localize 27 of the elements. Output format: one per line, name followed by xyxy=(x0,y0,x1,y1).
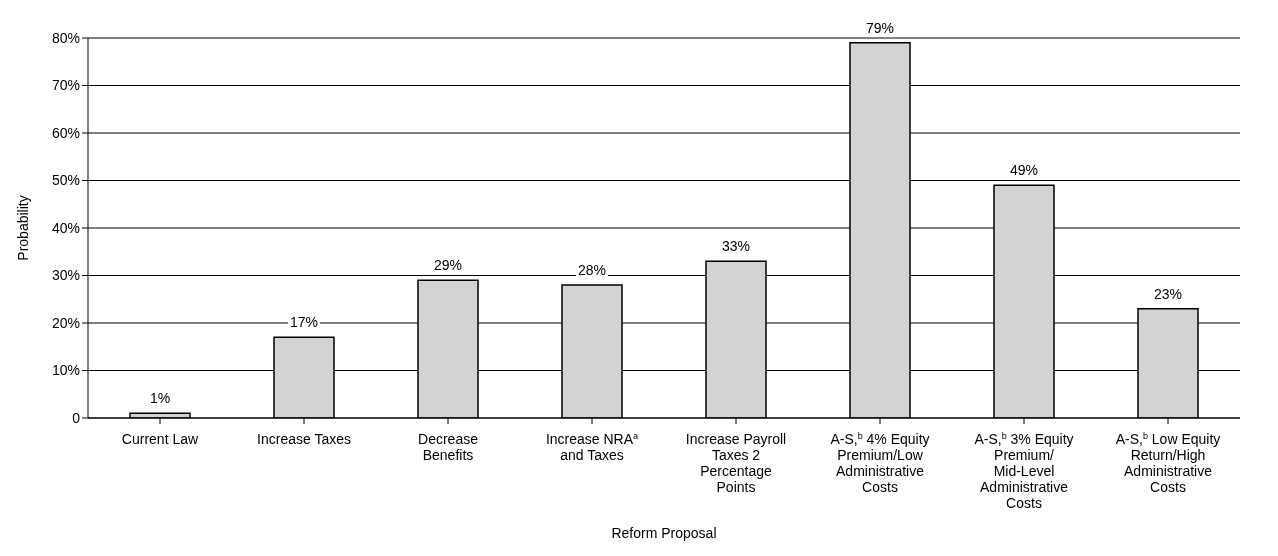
x-tick-label: Increase Payroll Taxes 2 Percentage Points xyxy=(685,431,787,495)
y-tick-label: 30% xyxy=(51,267,80,284)
data-label: 23% xyxy=(1153,285,1183,302)
y-tick-label: 70% xyxy=(51,77,80,94)
data-label: 49% xyxy=(1009,162,1039,179)
y-tick-label: 50% xyxy=(51,172,80,189)
x-tick-label: A-S,$^{b}$ Low Equity Return/High Administrative Costs xyxy=(1115,431,1221,495)
y-tick-label: 80% xyxy=(51,29,80,46)
data-label: 33% xyxy=(721,238,751,255)
y-tick-label: 60% xyxy=(51,124,80,141)
y-tick-label: 20% xyxy=(51,314,80,331)
data-label: 17% xyxy=(289,314,319,331)
x-tick-label: A-S,$^{b}$ 3% Equity Premium/ Mid-Level Administrative Costs xyxy=(974,431,1074,511)
x-tick-label: Decrease Benefits xyxy=(418,431,479,463)
y-tick-label: 0 xyxy=(72,409,81,426)
x-tick-label: Current Law xyxy=(121,431,200,447)
y-axis-title: Probability xyxy=(14,195,31,261)
data-label: 1% xyxy=(149,390,171,407)
data-label: 28% xyxy=(577,262,607,278)
x-axis-title: Reform Proposal xyxy=(611,525,717,541)
y-tick-label: 40% xyxy=(51,219,80,236)
x-tick-label: A-S,$^{b}$ 4% Equity Premium/Low Administrative Costs xyxy=(830,431,930,495)
x-tick-label: Increase Taxes xyxy=(257,431,351,447)
y-tick-label: 10% xyxy=(51,362,80,379)
data-label: 29% xyxy=(433,257,463,274)
category-label: Increase NRA$^{a}$ and Taxes xyxy=(545,431,639,463)
data-label: 79% xyxy=(865,19,895,36)
